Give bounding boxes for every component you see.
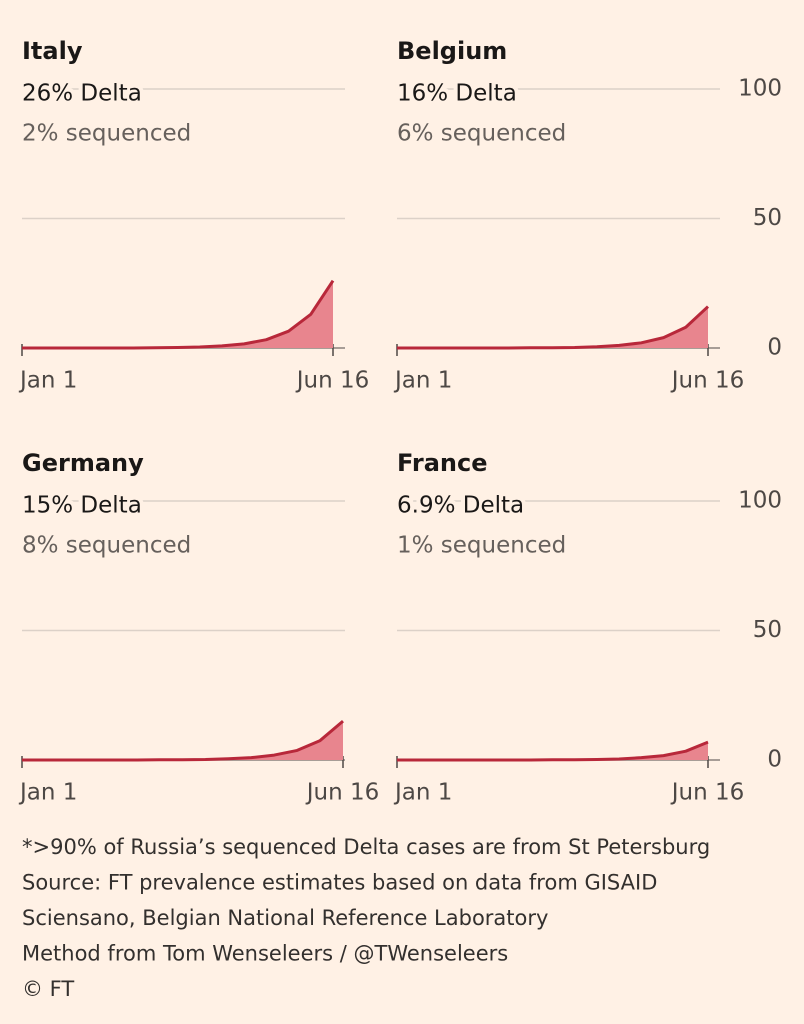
line xyxy=(397,740,709,762)
panel-subtitle: 26% Delta xyxy=(22,81,142,107)
footnote: Method from Tom Wenseleers / @TWenseleer… xyxy=(22,942,508,966)
footnote: © FT xyxy=(22,977,74,1001)
panel-annotation: 6% sequenced xyxy=(397,121,566,147)
x-tick-label: Jun 16 xyxy=(670,368,745,394)
area xyxy=(22,280,333,348)
y-tick-label: 50 xyxy=(753,617,782,643)
area xyxy=(22,721,343,760)
line xyxy=(22,279,335,350)
panel-annotation: 1% sequenced xyxy=(397,533,566,559)
footnote: Sciensano, Belgian National Reference La… xyxy=(22,906,548,930)
area xyxy=(397,742,708,760)
x-tick-label: Jun 16 xyxy=(305,780,380,806)
panel-annotation: 8% sequenced xyxy=(22,533,191,559)
y-tick-label: 50 xyxy=(753,205,782,231)
x-tick-label: Jun 16 xyxy=(670,780,745,806)
panel-subtitle: 6.9% Delta xyxy=(397,493,524,519)
footnote: *>90% of Russia’s sequenced Delta cases … xyxy=(22,835,710,859)
line xyxy=(22,720,344,762)
panel-title: France xyxy=(397,449,487,477)
panel-title: Belgium xyxy=(397,37,507,65)
y-tick-label: 100 xyxy=(738,76,782,102)
panel-subtitle: 16% Delta xyxy=(397,81,517,107)
y-tick-label: 0 xyxy=(767,335,782,361)
panel-title: Germany xyxy=(22,449,144,477)
x-tick-label: Jun 16 xyxy=(295,368,370,394)
footnote: Source: FT prevalence estimates based on… xyxy=(22,871,657,895)
panel-subtitle: 15% Delta xyxy=(22,493,142,519)
x-tick-label: Jan 1 xyxy=(393,368,452,394)
x-tick-label: Jan 1 xyxy=(393,780,452,806)
y-tick-label: 0 xyxy=(767,747,782,773)
y-tick-label: 100 xyxy=(738,488,782,514)
x-tick-label: Jan 1 xyxy=(18,368,77,394)
area xyxy=(397,306,708,348)
x-tick-label: Jan 1 xyxy=(18,780,77,806)
panel-title: Italy xyxy=(22,37,83,65)
line xyxy=(397,305,710,350)
panel-annotation: 2% sequenced xyxy=(22,121,191,147)
